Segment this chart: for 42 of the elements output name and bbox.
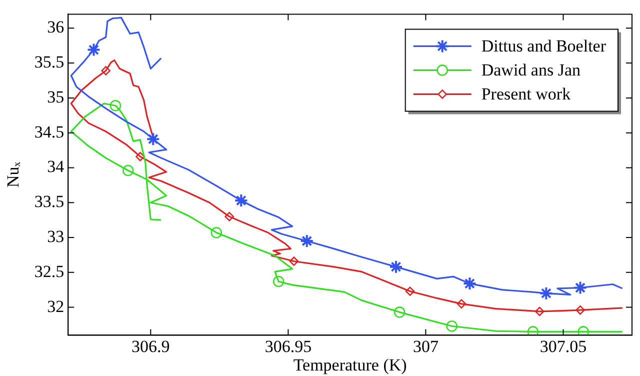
legend-label: Dittus and Boelter [481,36,606,56]
point [462,276,477,291]
point [446,320,458,332]
x-tick-label: 307.05 [540,336,587,356]
point [576,305,585,315]
legend-label: Present work [481,84,572,104]
x-tick-label: 306.9 [132,336,170,356]
x-tick-label: 307 [412,336,439,356]
x-tick-label: 306.95 [264,336,312,356]
y-axis-title: Nuₓ [4,162,23,188]
point [456,299,466,308]
y-tick-label: 33.5 [34,192,64,212]
y-tick-label: 32 [47,296,64,316]
point [389,260,404,274]
point [534,306,544,316]
point [86,42,101,57]
y-tick-label: 32.5 [34,262,64,281]
point [394,306,406,318]
point [289,256,299,266]
point [539,286,554,300]
point [573,280,588,295]
y-tick-label: 36 [47,18,64,37]
point [122,164,134,176]
point [110,100,122,112]
point [146,132,160,146]
point [272,276,284,288]
y-tick-label: 35.5 [34,52,64,72]
y-tick-label: 35 [47,87,64,106]
point [578,326,589,336]
point [234,194,248,208]
point [101,66,110,76]
x-axis-title: Temperature (K) [293,355,407,374]
legend-label: Dawid ans Jan [481,60,581,80]
point [136,152,145,162]
point [210,226,222,238]
point [300,234,314,248]
point [224,212,234,222]
y-tick-label: 34.5 [34,122,64,142]
point [405,286,415,296]
point [527,326,539,336]
y-tick-label: 33 [47,226,64,246]
y-tick-label: 34 [47,157,65,176]
